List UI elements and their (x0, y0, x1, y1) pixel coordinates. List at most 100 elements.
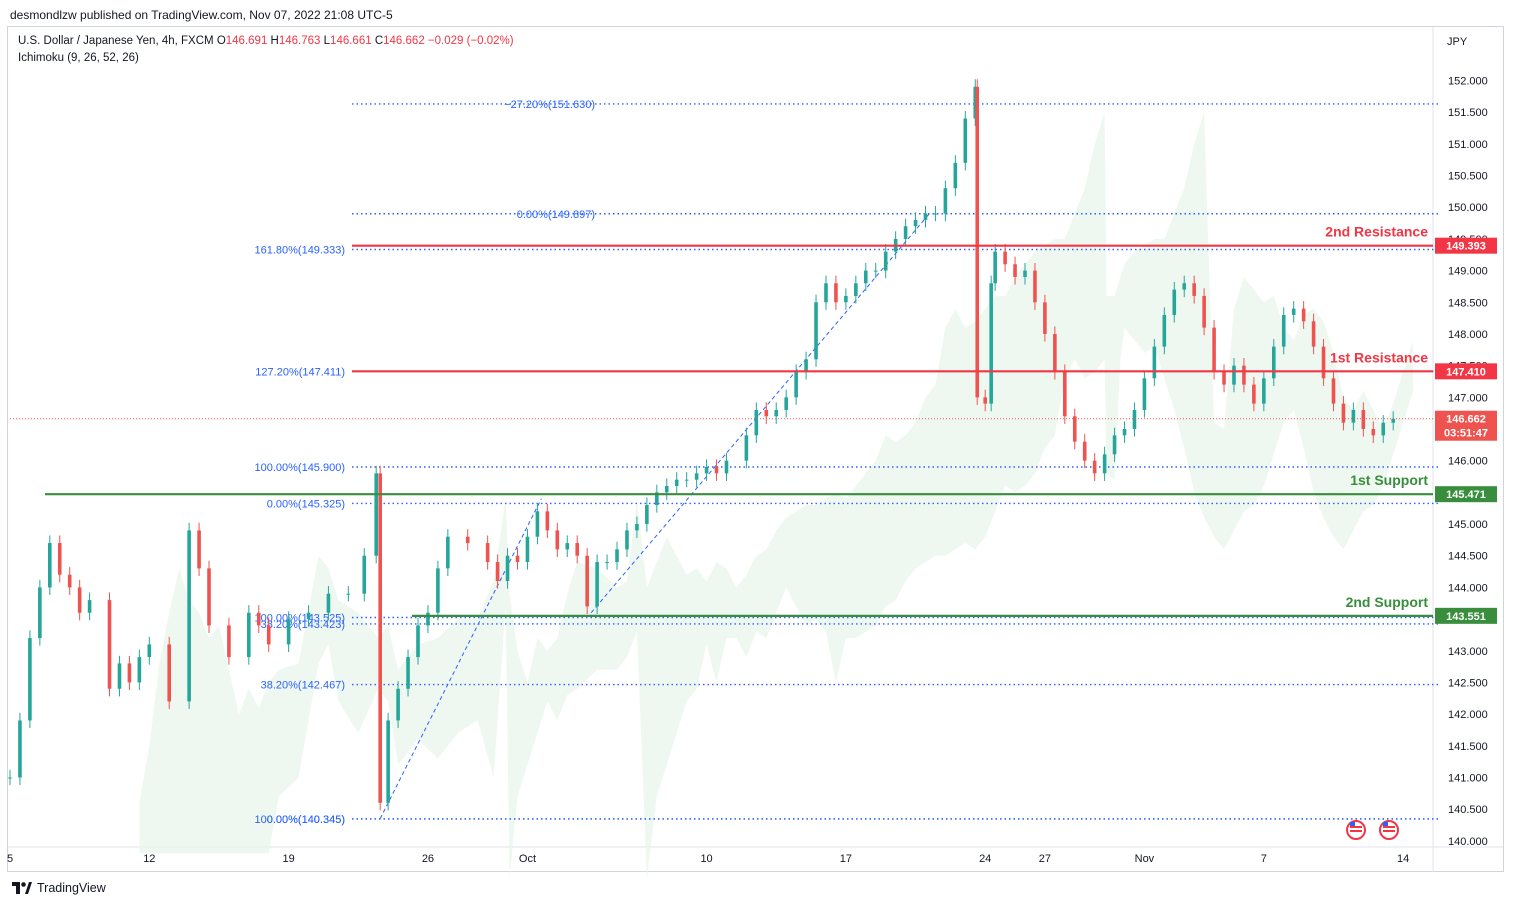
candle (1331, 370, 1336, 412)
candle-body (187, 530, 191, 702)
level-price-tag (1435, 486, 1497, 503)
y-tick-label: 148.000 (1448, 329, 1488, 341)
candle-body (1281, 314, 1286, 347)
candle (625, 522, 629, 557)
candle (635, 516, 639, 538)
candle (784, 389, 788, 418)
candle (1063, 364, 1067, 424)
y-tick-label: 144.000 (1448, 582, 1488, 594)
candle-body (575, 543, 580, 556)
level-label: 2nd Support (1346, 594, 1429, 610)
candle-body (973, 86, 978, 119)
candle (824, 275, 828, 310)
candle (1033, 262, 1037, 310)
candle-body (465, 536, 470, 544)
candle (247, 605, 251, 665)
candle (57, 535, 62, 583)
candle-body (963, 118, 968, 163)
candle (406, 649, 410, 697)
candle (694, 465, 699, 488)
candle-body (207, 568, 211, 626)
candle (963, 110, 968, 171)
candle (346, 586, 351, 602)
candle (764, 402, 769, 424)
candle-body (834, 283, 838, 303)
candle-body (28, 638, 32, 721)
candle-body (684, 479, 689, 481)
candle (1192, 275, 1196, 304)
candle (167, 636, 172, 710)
candle (1152, 339, 1157, 386)
candle-body (943, 188, 948, 214)
candle (187, 522, 191, 710)
y-tick-label: 141.000 (1448, 772, 1488, 784)
candle-body (117, 663, 122, 689)
chart-frame (7, 26, 1504, 872)
candle (1112, 427, 1117, 462)
open-label: O (216, 35, 226, 47)
candle (1262, 370, 1266, 412)
candle-body (1242, 365, 1246, 385)
candle (814, 294, 818, 367)
candle (645, 497, 649, 532)
candle (1003, 243, 1007, 272)
candle-body (774, 409, 779, 417)
low-label: L (323, 35, 331, 47)
ichimoku-cloud (139, 112, 1414, 879)
candle (227, 617, 231, 665)
level-price-tag (1435, 237, 1497, 254)
candle (1102, 446, 1107, 481)
candle (953, 155, 958, 196)
bar-countdown: 03:51:47 (1444, 428, 1488, 440)
candle-body (784, 397, 788, 410)
candle (426, 605, 430, 634)
candle-body (1371, 428, 1376, 436)
candle (615, 541, 619, 570)
candle-body (436, 568, 440, 613)
footer-brand[interactable]: TradingView (12, 881, 106, 895)
candle-body (1291, 308, 1296, 315)
candle (873, 262, 878, 279)
candle (436, 560, 440, 621)
candle-body (446, 536, 450, 569)
candle-body (127, 663, 132, 683)
level-price-tag (1435, 607, 1497, 624)
candle (1082, 434, 1087, 469)
candle (465, 529, 470, 551)
x-tick-label: 12 (143, 853, 155, 865)
candle (565, 535, 570, 557)
fib-trend-line (590, 213, 930, 614)
candle-body (975, 86, 980, 398)
y-tick-label: 151.500 (1448, 107, 1488, 119)
candle-body (923, 213, 928, 220)
candle-body (794, 371, 798, 398)
candle-body (535, 511, 540, 537)
y-tick-label: 147.000 (1448, 392, 1488, 404)
candle (595, 554, 599, 615)
candle-body (814, 302, 818, 360)
last-price-tag (1435, 410, 1497, 441)
x-tick-label: 24 (979, 853, 991, 865)
candle-body (903, 226, 908, 239)
indicator-label[interactable]: Ichimoku (9, 26, 52, 26) (18, 52, 139, 64)
candle (446, 529, 450, 576)
x-tick-label: 26 (422, 853, 434, 865)
candle (1321, 339, 1326, 386)
candle (993, 243, 997, 291)
candle-body (1351, 409, 1356, 423)
x-tick-label: 7 (1261, 853, 1267, 865)
x-tick-label: 19 (283, 853, 295, 865)
candle-body (1003, 251, 1007, 265)
symbol-name: U.S. Dollar / Japanese Yen, 4h, FXCM (18, 35, 214, 47)
y-tick-label: 142.000 (1448, 709, 1488, 721)
candle-body (167, 644, 172, 702)
candle (416, 617, 420, 665)
candle (1222, 364, 1226, 393)
y-tick-label: 152.000 (1448, 76, 1488, 88)
candle (704, 459, 709, 481)
candle (804, 351, 808, 380)
candle (386, 712, 390, 811)
axis-unit: JPY (1447, 36, 1468, 48)
candle-body (77, 587, 82, 613)
